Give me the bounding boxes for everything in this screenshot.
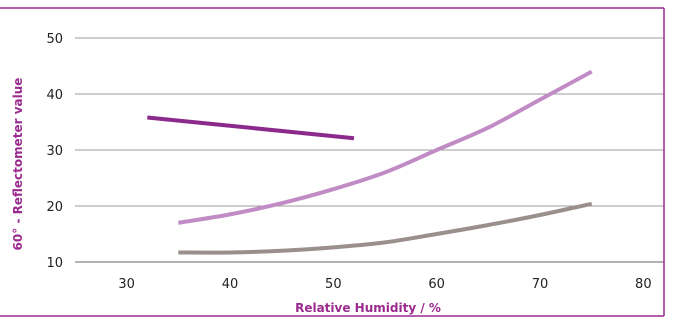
series-line-2 (177, 69, 593, 225)
x-axis-label: Relative Humidity / % (295, 301, 441, 315)
y-tick-labels: 10 20 30 40 50 (46, 32, 63, 271)
y-tick-label: 10 (46, 256, 63, 271)
y-tick-label: 40 (46, 88, 63, 103)
grid-lines (75, 37, 664, 263)
x-tick-label: 80 (635, 277, 652, 292)
x-tick-label: 50 (325, 277, 342, 292)
y-tick-label: 20 (46, 200, 63, 215)
x-tick-labels: 30 40 50 60 70 80 (118, 277, 651, 292)
series-lines (147, 69, 593, 255)
x-tick-label: 70 (532, 277, 549, 292)
y-tick-label: 50 (46, 32, 63, 47)
x-tick-label: 60 (428, 277, 445, 292)
series-line-1 (147, 115, 355, 141)
y-tick-label: 30 (46, 144, 63, 159)
series-line-3 (178, 201, 593, 255)
x-tick-label: 40 (222, 277, 239, 292)
x-tick-label: 30 (118, 277, 135, 292)
y-axis-label: 60° - Reflectometer value (11, 78, 25, 251)
